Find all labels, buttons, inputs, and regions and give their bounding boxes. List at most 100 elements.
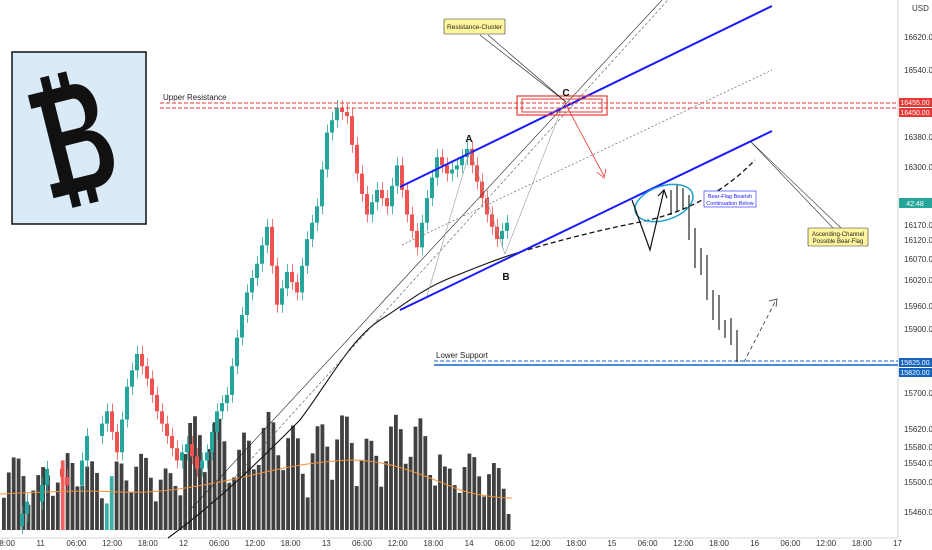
candle-body [175,448,179,461]
wedge-line-1 [426,149,471,297]
candle-body [145,366,149,379]
time-tick-label: 18:00 [852,539,873,548]
candle-body [350,116,354,145]
volume-bar [104,503,109,530]
volume-bar [315,426,320,530]
volume-bar [487,474,491,530]
candle-body [220,403,224,412]
resistance-price-b: 16450.00 [900,110,929,117]
volume-bar [276,455,281,530]
candle-body [210,431,214,453]
trend-line-dashed [204,0,669,511]
candle-body [20,513,24,527]
candle-body [260,245,264,264]
price-tick-label: 15700.00 [904,389,932,398]
price-tick-label: 15500.00 [904,478,932,487]
last-price: 42:48 [906,201,924,208]
bitcoin-logo-panel [11,51,147,225]
candle-body [360,173,364,195]
candle-body [230,366,234,395]
volume-bar [237,449,241,530]
candle-body [225,394,229,404]
volume-bar [163,468,168,530]
candle-body [100,423,104,436]
candle-body [295,282,299,293]
candle-body [155,394,159,412]
time-tick-label: 18:00 [0,539,16,548]
candle-body [395,165,399,186]
channel-callout-box [807,227,869,247]
volume-bar [124,480,129,530]
candles [20,99,509,535]
volume-bar [6,472,11,530]
price-tick-label: 15460.00 [904,508,932,517]
candle-body [235,337,239,367]
candle-body [290,271,294,283]
flag-zigzag [631,189,665,253]
candle-body [405,189,409,215]
support-price-b: 15820.00 [900,370,929,377]
candle-body [440,157,444,166]
trend-line-solid [189,0,663,511]
candle-body [505,222,509,231]
volume-bar [188,423,192,530]
candle-body [65,476,69,486]
price-tick-label: 16020.00 [904,276,932,285]
bear-flag-note-1: Bear-Flag Bearish [708,194,752,200]
volume-bar [55,482,60,530]
candle-body [455,165,459,170]
candle-body [310,222,314,240]
candle-body [315,206,319,223]
time-tick-label: 12:00 [816,539,837,548]
volume-bar [281,470,286,530]
point-c-label: C [562,88,569,99]
volume-bar [320,424,325,530]
candle-body [435,157,439,178]
rebound-arrow-head [768,298,778,308]
candle-body [140,353,144,367]
volume-bar [261,427,266,530]
time-tick-label: 06:00 [209,539,230,548]
channel-callout-line-1 [750,141,834,229]
price-tick-label: 16300.00 [904,163,932,172]
volume-bar [247,440,251,530]
bearish-arrow-line [564,102,605,177]
volume-bar [296,438,300,530]
candle-body [415,230,419,248]
volume-bar [394,414,398,530]
candle-body [375,189,379,203]
candle-body [185,444,189,453]
cluster-callout-line-2 [487,34,567,103]
candle-body [240,314,244,338]
bear-flag-note-box [703,190,757,208]
flag-highlight-ellipse [634,183,694,223]
cluster-callout-text: Resistance-Cluster [447,24,503,31]
time-tick-label: 18:00 [566,539,587,548]
bearish-arrow-head [596,168,607,179]
candle-body [355,144,359,174]
price-tick-label: 16540.00 [904,66,932,75]
volume-bar [149,477,153,530]
bitcoin-logo-icon [27,71,114,208]
candle-body [370,202,374,215]
candle-body [255,263,259,279]
volume-bar [109,476,114,530]
volume-bar [447,468,452,530]
candle-body [400,165,404,190]
volume-bar [251,469,256,530]
volume-bar [119,463,124,530]
candle-body [135,353,139,371]
volume-bar [198,435,202,530]
volume-bar [452,485,457,530]
time-axis: 18:00 11 06:00 12:00 18:00 12 06:00 12:00 18:00 1… [0,539,902,548]
candle-body [460,157,464,166]
volume-bar [90,461,94,530]
volume-bar [325,446,330,530]
time-tick-label: 12 [179,539,188,548]
volume-bar [354,486,359,530]
candle-body [485,198,489,215]
support-price-a: 15825.00 [900,360,929,367]
volume-bar [506,514,511,530]
support-price-tag-b [899,368,932,377]
